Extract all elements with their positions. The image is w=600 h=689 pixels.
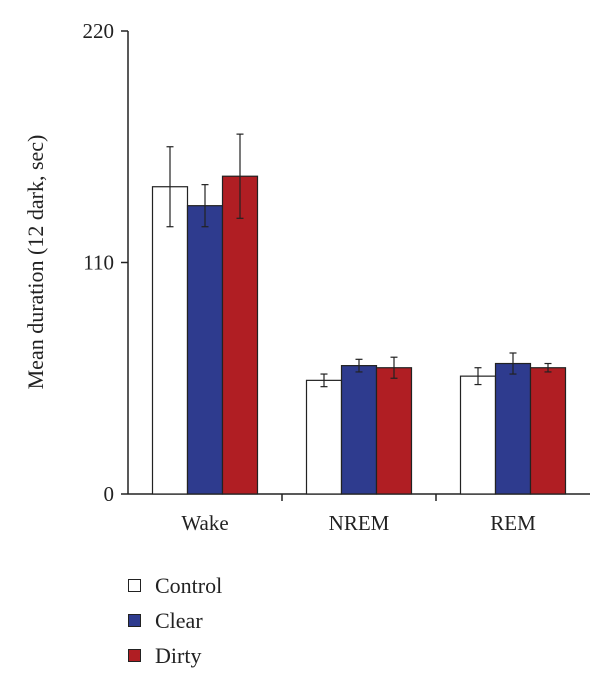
bar-dirty-rem xyxy=(529,367,567,495)
error-bars xyxy=(166,133,552,388)
y-tick-label: 0 xyxy=(104,482,115,506)
legend-swatch-control xyxy=(128,579,141,592)
x-axis: Wake NREM REM xyxy=(128,493,590,535)
legend-swatch-dirty xyxy=(128,649,141,662)
y-axis-title: Mean duration (12 dark, sec) xyxy=(23,135,48,390)
y-axis: 0 110 220 xyxy=(83,19,129,506)
x-tick-label: Wake xyxy=(181,511,228,535)
x-tick-label: REM xyxy=(490,511,536,535)
bar-clear-nrem xyxy=(340,365,378,495)
legend-item-control: Control xyxy=(128,568,222,603)
y-tick-label: 110 xyxy=(83,251,114,275)
x-tick-label: NREM xyxy=(329,511,390,535)
y-tick-label: 220 xyxy=(83,19,115,43)
bar-control-rem xyxy=(459,375,497,495)
bar-control-wake xyxy=(151,186,189,495)
legend: Control Clear Dirty xyxy=(128,568,222,673)
bar-control-nrem xyxy=(305,379,343,495)
legend-item-dirty: Dirty xyxy=(128,638,222,673)
bar-dirty-nrem xyxy=(375,367,413,495)
legend-swatch-clear xyxy=(128,614,141,627)
legend-item-clear: Clear xyxy=(128,603,222,638)
bar-dirty-wake xyxy=(221,175,259,495)
legend-label-control: Control xyxy=(155,572,223,598)
bar-clear-wake xyxy=(186,205,224,495)
bar-clear-rem xyxy=(494,362,532,495)
legend-label-dirty: Dirty xyxy=(155,642,202,668)
bars xyxy=(151,175,567,495)
legend-label-clear: Clear xyxy=(155,607,203,633)
